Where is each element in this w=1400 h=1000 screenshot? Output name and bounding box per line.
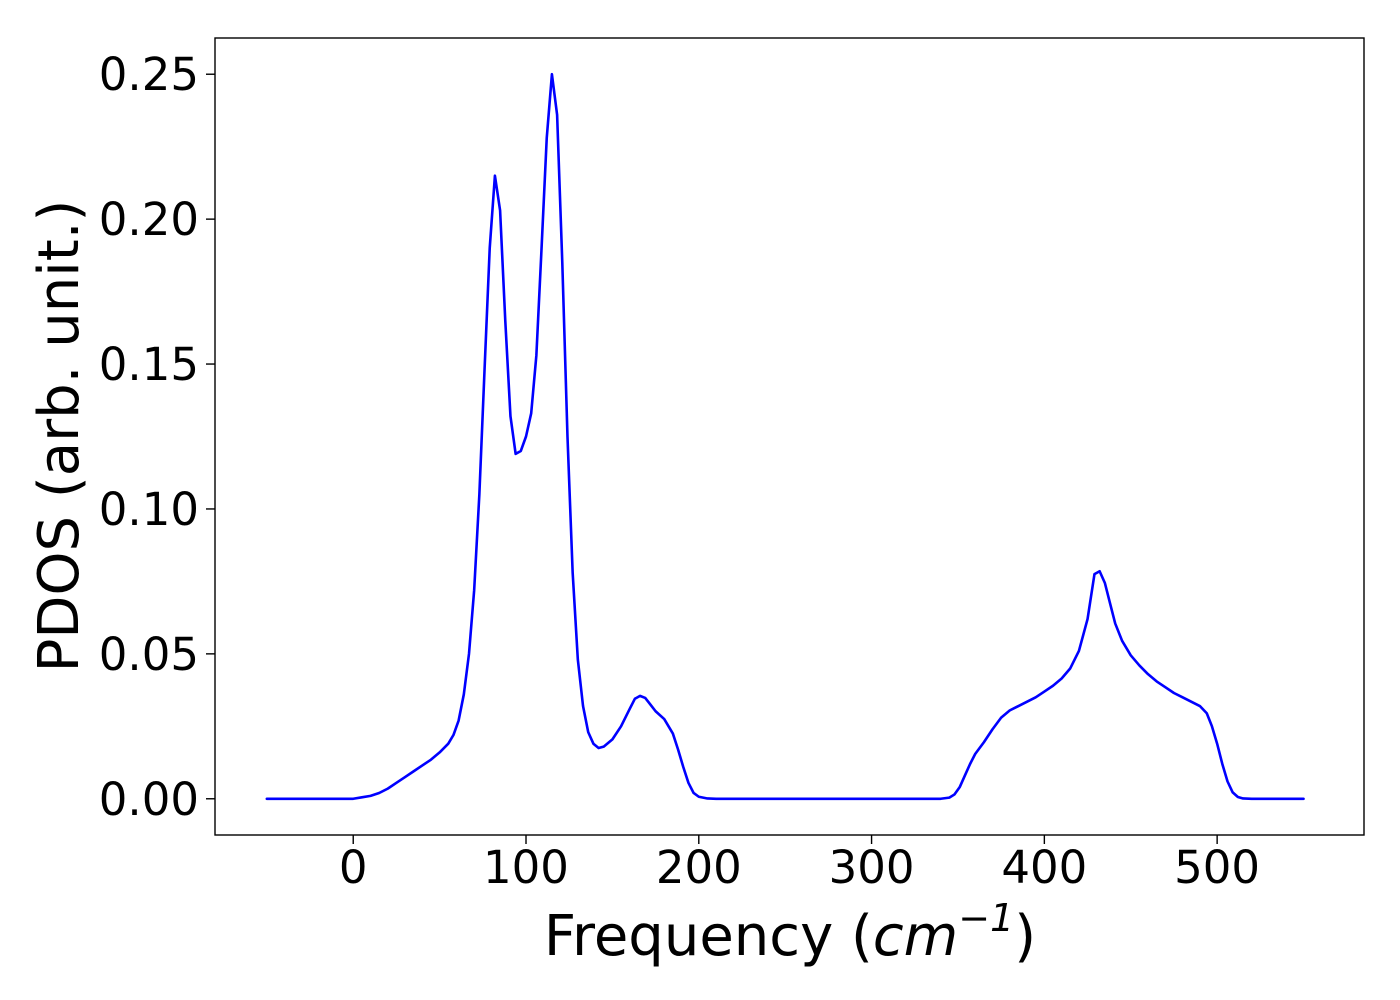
x-axis-label-suffix: ) [1014,904,1036,969]
y-tick-label: 0.15 [99,338,199,391]
x-axis-label: Frequency (cm−1) [544,896,1036,969]
y-axis-label: PDOS (arb. unit.) [27,200,92,673]
x-tick-label: 100 [483,841,569,894]
x-axis-ticks: 0 100 200 300 400 500 [339,835,1260,894]
y-axis-ticks: 0.00 0.05 0.10 0.15 0.20 0.25 [99,48,215,826]
y-tick-label: 0.05 [99,628,199,681]
x-tick-label: 500 [1174,841,1260,894]
x-axis-label-unit-exponent: −1 [958,896,1014,940]
y-tick-label: 0.25 [99,48,199,101]
x-axis-label-prefix: Frequency ( [544,904,873,969]
y-tick-label: 0.00 [99,773,199,826]
x-tick-label: 300 [829,841,915,894]
y-tick-label: 0.20 [99,193,199,246]
series-layer [265,72,1305,801]
plot-frame [214,37,1365,836]
x-tick-label: 200 [656,841,742,894]
y-tick-label: 0.10 [99,483,199,536]
x-axis-label-unit: cm [873,904,958,969]
x-tick-label: 0 [339,841,368,894]
pdos-series-line [265,72,1305,801]
x-tick-label: 400 [1001,841,1087,894]
